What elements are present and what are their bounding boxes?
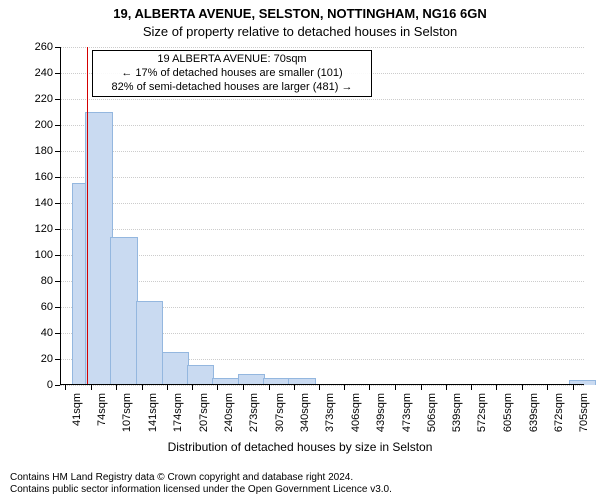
x-tick-label: 406sqm	[350, 393, 362, 443]
x-tick-label: 639sqm	[528, 393, 540, 443]
x-tick-label: 605sqm	[502, 393, 514, 443]
x-tick-mark	[269, 385, 270, 390]
reference-line	[87, 47, 88, 385]
x-tick-mark	[573, 385, 574, 390]
x-tick-label: 473sqm	[401, 393, 413, 443]
footer-attribution: Contains HM Land Registry data © Crown c…	[10, 472, 392, 496]
x-tick-label: 207sqm	[198, 393, 210, 443]
x-tick-mark	[547, 385, 548, 390]
x-tick-mark	[167, 385, 168, 390]
x-tick-mark	[217, 385, 218, 390]
y-tick-label: 140	[13, 197, 53, 209]
y-tick-label: 60	[13, 301, 53, 313]
annotation-box: 19 ALBERTA AVENUE: 70sqm← 17% of detache…	[92, 50, 372, 97]
x-tick-mark	[496, 385, 497, 390]
y-tick-label: 200	[13, 119, 53, 131]
annotation-line: 82% of semi-detached houses are larger (…	[97, 81, 367, 95]
y-tick-label: 120	[13, 223, 53, 235]
x-tick-label: 273sqm	[248, 393, 260, 443]
x-tick-mark	[65, 385, 66, 390]
x-tick-mark	[344, 385, 345, 390]
annotation-line: 19 ALBERTA AVENUE: 70sqm	[97, 53, 367, 67]
y-tick-label: 100	[13, 249, 53, 261]
y-tick-label: 160	[13, 171, 53, 183]
x-tick-mark	[116, 385, 117, 390]
y-tick-label: 260	[13, 41, 53, 53]
x-tick-mark	[142, 385, 143, 390]
x-tick-label: 572sqm	[476, 393, 488, 443]
histogram-bar	[187, 365, 214, 386]
y-tick-label: 20	[13, 353, 53, 365]
x-tick-mark	[294, 385, 295, 390]
x-tick-label: 174sqm	[172, 393, 184, 443]
histogram-bar	[162, 352, 189, 386]
grid-line	[60, 151, 584, 152]
grid-line	[60, 177, 584, 178]
x-tick-label: 307sqm	[274, 393, 286, 443]
footer-line-2: Contains public sector information licen…	[10, 484, 392, 496]
x-tick-mark	[446, 385, 447, 390]
x-tick-label: 373sqm	[324, 393, 336, 443]
x-tick-label: 439sqm	[375, 393, 387, 443]
x-tick-mark	[395, 385, 396, 390]
x-tick-label: 41sqm	[71, 393, 83, 443]
grid-line	[60, 385, 584, 386]
grid-line	[60, 203, 584, 204]
annotation-line: ← 17% of detached houses are smaller (10…	[97, 67, 367, 81]
x-tick-label: 240sqm	[223, 393, 235, 443]
y-tick-label: 40	[13, 327, 53, 339]
histogram-bar	[110, 237, 137, 385]
x-tick-mark	[369, 385, 370, 390]
x-tick-mark	[421, 385, 422, 390]
y-tick-label: 220	[13, 93, 53, 105]
footer-line-1: Contains HM Land Registry data © Crown c…	[10, 472, 392, 484]
x-axis-line	[60, 384, 584, 385]
chart-container: 19, ALBERTA AVENUE, SELSTON, NOTTINGHAM,…	[0, 0, 600, 500]
y-tick-label: 80	[13, 275, 53, 287]
x-tick-label: 539sqm	[451, 393, 463, 443]
chart-title-address: 19, ALBERTA AVENUE, SELSTON, NOTTINGHAM,…	[0, 6, 600, 21]
grid-line	[60, 99, 584, 100]
grid-line	[60, 125, 584, 126]
grid-line	[60, 47, 584, 48]
x-tick-mark	[91, 385, 92, 390]
x-tick-mark	[243, 385, 244, 390]
grid-line	[60, 281, 584, 282]
x-tick-mark	[522, 385, 523, 390]
y-tick-label: 180	[13, 145, 53, 157]
y-tick-label: 0	[13, 379, 53, 391]
x-tick-label: 340sqm	[299, 393, 311, 443]
histogram-bar	[85, 112, 112, 385]
chart-title-description: Size of property relative to detached ho…	[0, 24, 600, 39]
grid-line	[60, 229, 584, 230]
y-tick-label: 240	[13, 67, 53, 79]
x-tick-label: 705sqm	[578, 393, 590, 443]
histogram-bar	[136, 301, 163, 385]
x-tick-label: 506sqm	[426, 393, 438, 443]
x-tick-label: 74sqm	[96, 393, 108, 443]
y-tick-mark	[55, 385, 60, 386]
x-tick-label: 107sqm	[121, 393, 133, 443]
x-tick-mark	[471, 385, 472, 390]
y-axis-line	[60, 47, 61, 385]
grid-line	[60, 255, 584, 256]
x-tick-mark	[192, 385, 193, 390]
x-tick-label: 141sqm	[147, 393, 159, 443]
x-tick-label: 672sqm	[553, 393, 565, 443]
x-tick-mark	[319, 385, 320, 390]
plot-area	[60, 47, 584, 385]
